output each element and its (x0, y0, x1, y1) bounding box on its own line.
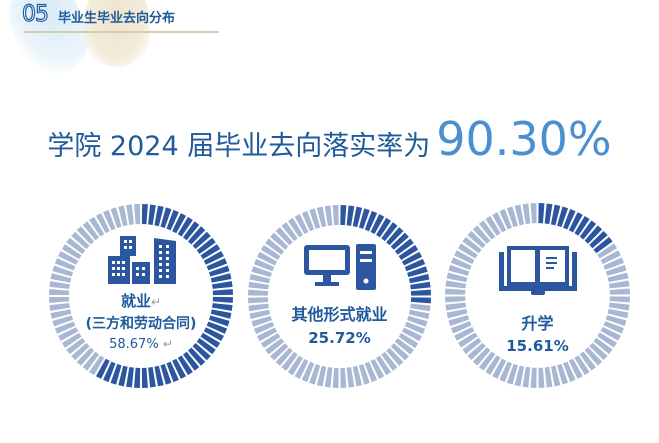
buildings-icon (108, 236, 176, 284)
ring-employment: 就业↵ (三方和劳动合同) 58.67% ↵ (48, 203, 234, 389)
ring-value: 25.72% (308, 329, 371, 347)
decor-blob-beige (84, 0, 150, 67)
ring-value: 58.67% ↵ (109, 337, 173, 352)
progress-ring (248, 205, 431, 388)
ring-further-study: 升学 15.61% (444, 202, 631, 389)
ring-other-employment: 其他形式就业 25.72% (247, 204, 432, 389)
computer-icon (304, 244, 376, 290)
headline: 学院 2024 届毕业去向落实率为 90.30% (0, 112, 659, 166)
book-icon (499, 246, 577, 295)
progress-ring (49, 204, 233, 388)
section-underline (24, 31, 219, 33)
ring-value: 15.61% (506, 337, 569, 355)
ring-label: 其他形式就业 (291, 305, 388, 324)
section-number: 05 (21, 2, 49, 27)
section-title: 毕业生毕业去向分布 (58, 11, 176, 26)
ring-label: 就业↵ (120, 292, 162, 310)
progress-ring (445, 203, 630, 388)
headline-text: 学院 2024 届毕业去向落实率为 (47, 131, 431, 162)
ring-label: 升学 (521, 314, 554, 333)
headline-value: 90.30% (436, 112, 612, 166)
ring-sublabel: (三方和劳动合同) (85, 316, 197, 332)
